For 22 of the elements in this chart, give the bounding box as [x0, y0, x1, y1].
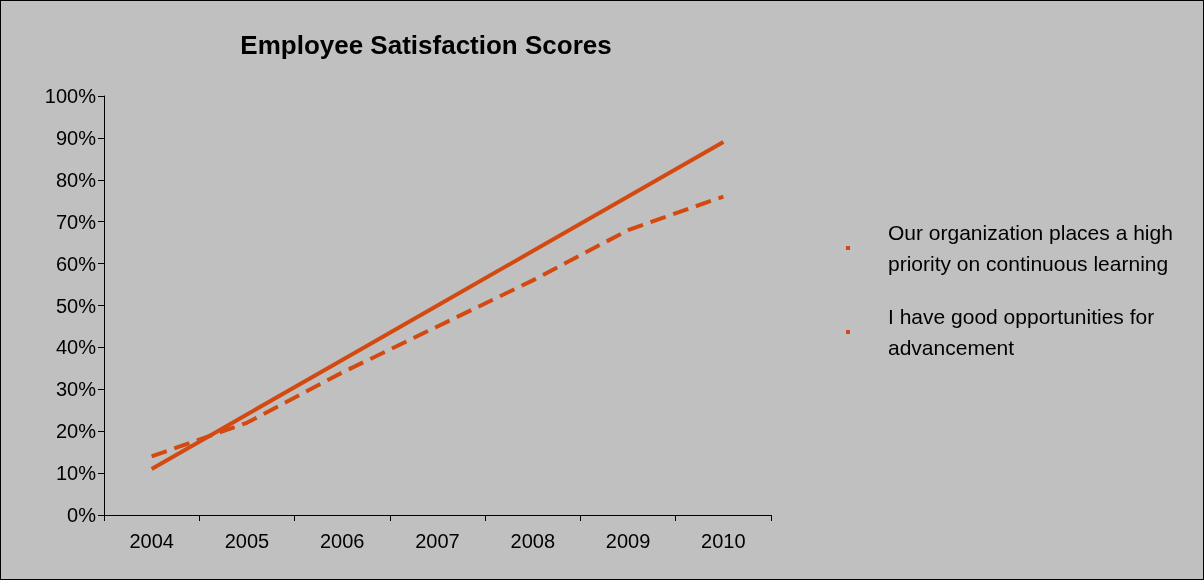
- x-tick-label: 2004: [129, 530, 174, 552]
- chart-title: Employee Satisfaction Scores: [240, 30, 612, 60]
- y-tick-label: 60%: [55, 252, 97, 275]
- x-tick-label: 2009: [605, 530, 651, 552]
- y-tick-label: 20%: [55, 420, 97, 443]
- x-tick-label: 2008: [510, 530, 556, 552]
- x-tick-label: 2007: [415, 530, 460, 552]
- y-tick-label: 10%: [55, 462, 97, 485]
- y-tick-label: 0%: [67, 504, 97, 526]
- line-series: [149, 140, 726, 471]
- y-tick-label: 80%: [55, 168, 97, 191]
- y-tick-label: 100%: [44, 85, 97, 107]
- y-tick-label: 30%: [55, 378, 97, 401]
- legend-label: Our organization places a high priority on continuous learning: [888, 221, 1179, 275]
- legend-label: I have good opportunities for advancement: [888, 305, 1161, 359]
- y-tick-label: 50%: [55, 294, 97, 317]
- y-tick-label: 70%: [55, 210, 97, 233]
- y-tick-label: 90%: [55, 126, 97, 149]
- x-tick-label: 2005: [224, 530, 270, 552]
- y-tick-label: 40%: [55, 336, 97, 359]
- x-tick-label: 2010: [701, 530, 746, 552]
- x-tick-label: 2006: [319, 530, 365, 552]
